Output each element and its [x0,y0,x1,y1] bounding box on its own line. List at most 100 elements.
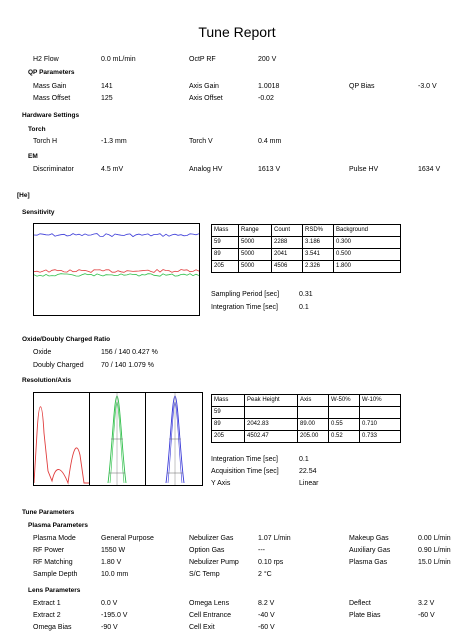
param-label: Nebulizer Gas [189,535,234,542]
param-value: 0.0 V [101,600,118,607]
qp-bias-label: QP Bias [349,83,375,90]
param-label: Omega Bias [33,624,72,631]
cell [359,406,401,419]
torch-v-value: 0.4 mm [258,138,282,145]
hardware-heading: Hardware Settings [22,112,80,119]
peak-plot-blue [145,392,203,486]
cell: 0.55 [328,418,360,431]
sampling-period-value: 0.31 [299,291,313,298]
param-label: Auxiliary Gas [349,547,391,554]
param-label: Cell Entrance [189,612,232,619]
h2-flow-value: 0.0 mL/min [101,56,136,63]
cell: 205 [211,430,245,443]
table-header-row: Mass Peak Height Axis W-50% W-10% [211,394,401,407]
cell: 2041 [271,248,303,261]
pulse-hv-label: Pulse HV [349,166,379,173]
param-value: 1550 W [101,547,126,554]
param-label: Sample Depth [33,571,78,578]
doubly-charged-value: 70 / 140 1.079 % [101,362,154,369]
axis-offset-value: -0.02 [258,95,274,102]
table-row: 59 [211,406,401,419]
mass-offset-label: Mass Offset [33,95,71,102]
pulse-hv-value: 1634 V [418,166,441,173]
cell: 3.186 [302,236,334,249]
torch-h-label: Torch H [33,138,58,145]
cell: 2288 [271,236,303,249]
param-value: -195.0 V [101,612,128,619]
discriminator-label: Discriminator [33,166,74,173]
y-axis-label: Y Axis [211,480,231,487]
em-heading: EM [28,153,38,160]
col-count: Count [271,224,303,237]
cell: 4506 [271,260,303,273]
acquisition-time-value: 22.54 [299,468,317,475]
resolution-table: Mass Peak Height Axis W-50% W-10% 59 89 … [211,394,401,443]
col-mass: Mass [211,224,239,237]
sampling-period-label: Sampling Period [sec] [211,291,280,298]
col-rsd: RSD% [302,224,334,237]
cell: 59 [211,406,245,419]
res-integration-value: 0.1 [299,456,309,463]
col-axis: Axis [297,394,329,407]
axis-gain-label: Axis Gain [189,83,219,90]
param-label: Extract 1 [33,600,61,607]
octp-rf-value: 200 V [258,56,277,63]
resolution-heading: Resolution/Axis [22,377,72,384]
param-value: -60 V [258,624,275,631]
tune-heading: Tune Parameters [22,509,75,516]
cell: 5000 [238,248,272,261]
cell: 89 [211,248,239,261]
he-mode-tag: [He] [17,192,30,199]
qp-heading: QP Parameters [28,69,75,76]
axis-gain-value: 1.0018 [258,83,280,90]
cell [328,406,360,419]
mass-gain-label: Mass Gain [33,83,67,90]
y-axis-value: Linear [299,480,319,487]
mass-gain-value: 141 [101,83,113,90]
param-label: Plasma Gas [349,559,388,566]
cell [297,406,329,419]
param-value: -90 V [101,624,118,631]
cell: 205 [211,260,239,273]
cell: 205.00 [297,430,329,443]
col-range: Range [238,224,272,237]
param-label: Extract 2 [33,612,61,619]
oxide-value: 156 / 140 0.427 % [101,349,158,356]
cell: 2.326 [302,260,334,273]
sensitivity-table: Mass Range Count RSD% Background 59 5000… [211,224,401,273]
param-value: 0.10 rps [258,559,284,566]
cell: 5000 [238,236,272,249]
param-label: Nebulizer Pump [189,559,239,566]
param-label: Makeup Gas [349,535,389,542]
red-trace [34,268,199,273]
param-value: General Purpose [101,535,154,542]
param-label: S/C Temp [189,571,220,578]
red-peak [34,406,90,485]
res-integration-label: Integration Time [sec] [211,456,278,463]
param-value: 8.2 V [258,600,275,607]
analog-hv-value: 1613 V [258,166,281,173]
param-value: 1.80 V [101,559,122,566]
param-value: -60 V [418,612,435,619]
peak-plot-green [89,392,147,486]
oxide-heading: Oxide/Doubly Charged Ratio [22,336,111,343]
mass-offset-value: 125 [101,95,113,102]
param-label: Deflect [349,600,371,607]
h2-flow-label: H2 Flow [33,56,59,63]
lens-heading: Lens Parameters [28,587,81,594]
sensitivity-plot [33,223,200,316]
cell: 1.800 [333,260,401,273]
green-trace [34,273,199,277]
param-value: 0.90 L/min [418,547,451,554]
cell: 5000 [238,260,272,273]
table-header-row: Mass Range Count RSD% Background [211,224,401,237]
cell [244,406,298,419]
cell: 0.500 [333,248,401,261]
cell: 3.541 [302,248,334,261]
param-value: 10.0 mm [101,571,129,578]
cell: 89.00 [297,418,329,431]
octp-rf-label: OctP RF [189,56,216,63]
cell: 59 [211,236,239,249]
param-value: 3.2 V [418,600,435,607]
param-label: Omega Lens [189,600,230,607]
